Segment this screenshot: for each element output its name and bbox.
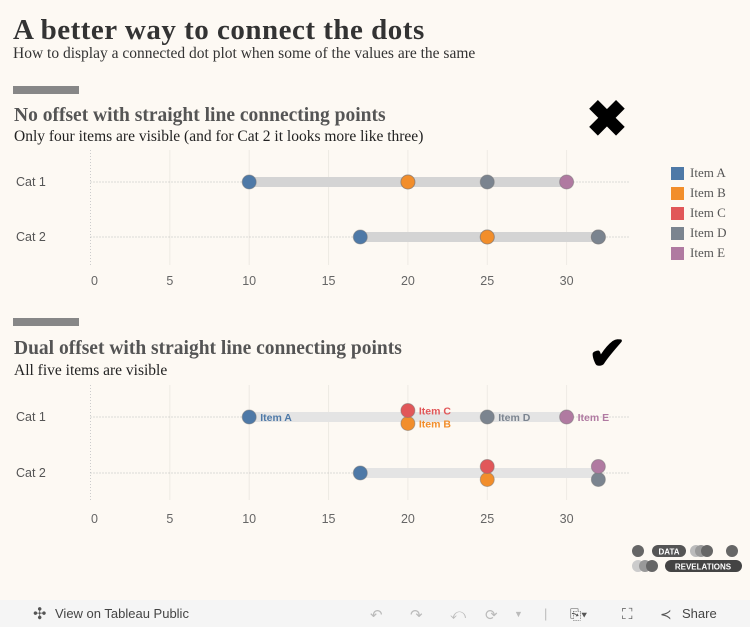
legend-label: Item D: [690, 225, 727, 240]
legend-item[interactable]: Item E: [671, 243, 726, 263]
point-label: Item E: [578, 412, 610, 424]
legend-item[interactable]: Item D: [671, 223, 726, 243]
data-point-item-e: [590, 459, 606, 474]
point-label: Item D: [498, 412, 531, 424]
data-point-item-c: [479, 459, 495, 474]
legend-swatch: [671, 246, 684, 260]
x-tick-label: 20: [401, 512, 415, 526]
view-on-tableau-link[interactable]: View on Tableau Public: [55, 606, 189, 621]
data-point-item-d: [590, 229, 606, 245]
data-point-item-b: [479, 472, 495, 487]
legend-item[interactable]: Item B: [671, 183, 726, 203]
legend-label: Item A: [690, 165, 726, 180]
x-tick-label: 20: [401, 274, 415, 288]
legend-swatch: [671, 226, 684, 240]
data-point-item-e: [559, 409, 575, 425]
data-point-item-d: [479, 174, 495, 190]
data-point-item-a: [352, 465, 368, 481]
data-point-item-d: [590, 472, 606, 487]
data-point-item-b: [400, 416, 416, 431]
refresh-dropdown-icon[interactable]: ▼: [514, 609, 523, 619]
logo-text-data: DATA: [658, 548, 679, 557]
x-tick-label: 25: [480, 512, 494, 526]
page-subtitle: How to display a connected dot plot when…: [13, 45, 476, 62]
x-tick-label: 10: [242, 274, 256, 288]
tableau-icon: ✣: [33, 606, 47, 623]
refresh-icon[interactable]: ⟳: [485, 607, 498, 624]
data-point-item-a: [241, 409, 257, 425]
toolbar-separator: |: [544, 606, 548, 621]
x-mark-icon: ✖: [586, 91, 628, 147]
data-point-item-a: [352, 229, 368, 245]
x-tick-label: 30: [560, 274, 574, 288]
data-point-item-c: [400, 403, 416, 418]
x-tick-label: 10: [242, 512, 256, 526]
data-revelations-logo: DATA REVELATIONS: [632, 545, 742, 572]
redo-icon[interactable]: ↷: [410, 607, 423, 624]
x-tick-label: 15: [322, 512, 336, 526]
logo-text-revelations: REVELATIONS: [675, 563, 732, 572]
section-divider: [13, 318, 79, 326]
chart2-subtitle: All five items are visible: [14, 362, 168, 379]
point-label: Item C: [419, 406, 452, 418]
chart1: 0 5 10 15 20 25 30 Cat 1 Cat 2: [16, 150, 631, 288]
chart1-title: No offset with straight line connecting …: [14, 105, 386, 126]
chart1-subtitle: Only four items are visible (and for Cat…: [14, 128, 424, 145]
category-label: Cat 2: [16, 466, 46, 480]
chart2-title: Dual offset with straight line connectin…: [14, 338, 402, 359]
fullscreen-icon[interactable]: ⛶: [622, 606, 633, 623]
x-tick-label: 30: [560, 512, 574, 526]
section-divider: [13, 86, 79, 94]
legend-item[interactable]: Item A: [671, 163, 726, 183]
x-tick-label: 25: [480, 274, 494, 288]
x-tick-label: 5: [166, 274, 173, 288]
legend: Item A Item B Item C Item D Item E: [671, 163, 726, 263]
data-point-item-b: [400, 174, 416, 190]
x-tick-label: 0: [91, 512, 98, 526]
legend-label: Item B: [690, 185, 726, 200]
legend-label: Item C: [690, 205, 726, 220]
point-label: Item B: [419, 419, 452, 431]
x-tick-label: 0: [91, 274, 98, 288]
data-point-item-e: [559, 174, 575, 190]
download-icon[interactable]: ⎘▾: [570, 606, 588, 622]
point-label: Item A: [260, 412, 292, 424]
share-icon[interactable]: ≺: [660, 606, 672, 622]
check-mark-icon: ✔: [588, 327, 627, 379]
share-button[interactable]: Share: [682, 606, 717, 621]
data-point-item-d: [479, 409, 495, 425]
tableau-footer: ✣ View on Tableau Public ↶ ↷ ⤺ ⟳ ▼ | ⎘▾ …: [0, 600, 750, 627]
undo-icon[interactable]: ↶: [370, 607, 383, 624]
legend-swatch: [671, 206, 684, 220]
data-point-item-b: [479, 229, 495, 245]
legend-label: Item E: [690, 245, 726, 260]
revert-icon[interactable]: ⤺: [450, 606, 467, 623]
legend-swatch: [671, 166, 684, 180]
x-tick-label: 15: [322, 274, 336, 288]
x-tick-label: 5: [166, 512, 173, 526]
legend-item[interactable]: Item C: [671, 203, 726, 223]
page-title: A better way to connect the dots: [13, 14, 425, 46]
data-point-item-a: [241, 174, 257, 190]
category-label: Cat 1: [16, 175, 46, 189]
category-label: Cat 2: [16, 230, 46, 244]
legend-swatch: [671, 186, 684, 200]
category-label: Cat 1: [16, 410, 46, 424]
